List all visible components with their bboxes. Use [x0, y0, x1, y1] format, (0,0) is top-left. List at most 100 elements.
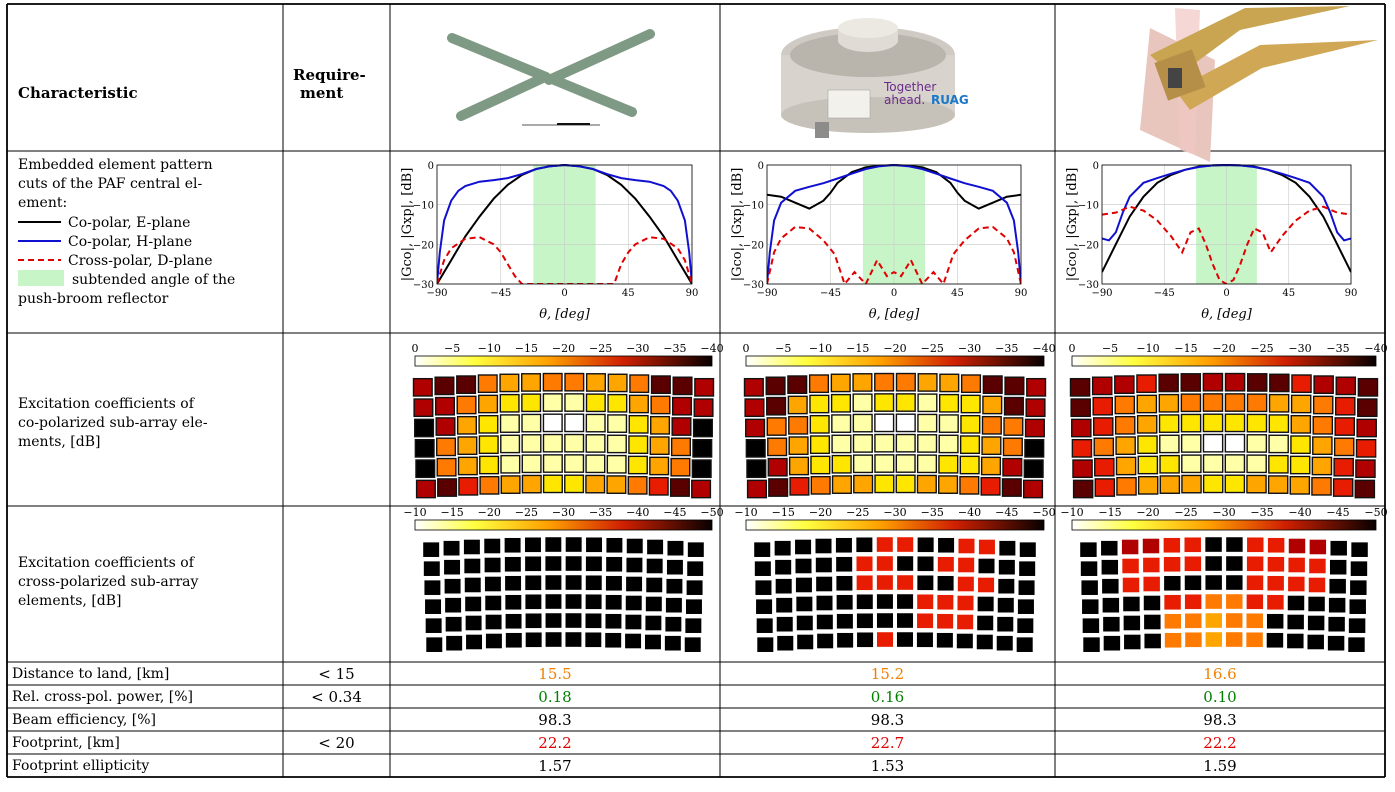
excitation-cell	[775, 634, 795, 652]
excitation-cell	[672, 376, 693, 396]
metric-requirement: < 20	[318, 734, 354, 752]
ruag-tagline-1: Together	[883, 80, 936, 94]
excitation-cell	[1122, 614, 1142, 632]
excitation-cell	[1244, 631, 1265, 649]
x-tick-label: 0	[891, 288, 897, 299]
excitation-cell	[874, 372, 895, 392]
xpol-label-line1: Excitation coefficients of	[18, 555, 196, 571]
excitation-cell	[1246, 434, 1268, 453]
excitation-cell	[444, 634, 464, 652]
excitation-cell	[564, 592, 583, 611]
colorbar-tick-label: −35	[589, 506, 612, 519]
excitation-cell	[1121, 576, 1141, 594]
excitation-cell	[564, 630, 583, 649]
excitation-cell	[773, 539, 793, 557]
excitation-cell	[834, 555, 854, 573]
excitation-cell	[810, 455, 831, 475]
metric-requirement: < 0.34	[311, 688, 362, 706]
excitation-cell	[895, 630, 915, 649]
excitation-cell	[1348, 578, 1368, 597]
excitation-cell	[1121, 595, 1142, 613]
excitation-cell	[669, 478, 690, 497]
excitation-cell	[1003, 396, 1024, 416]
excitation-cell	[499, 414, 520, 433]
excitation-cell	[664, 596, 684, 614]
excitation-cell	[543, 535, 563, 554]
excitation-cell	[524, 593, 543, 611]
excitation-cell	[955, 632, 975, 650]
excitation-cell	[1004, 376, 1025, 396]
excitation-cell	[809, 414, 830, 434]
excitation-cell	[523, 574, 543, 592]
excitation-cell	[456, 395, 477, 415]
excitation-cell	[960, 414, 981, 434]
excitation-cell	[464, 633, 484, 651]
excitation-cell	[1355, 438, 1377, 458]
excitation-cell	[1092, 417, 1114, 436]
colorbar-tick-label: −50	[1364, 506, 1387, 519]
excitation-cell	[499, 393, 520, 413]
excitation-cell	[521, 393, 542, 413]
excitation-cell	[671, 396, 693, 416]
excitation-cell	[1329, 539, 1349, 557]
excitation-cell	[1326, 615, 1347, 633]
excitation-cell	[564, 573, 583, 592]
excitation-cell	[915, 593, 935, 611]
legend-text-d-plane: Cross-polar, D-plane	[68, 253, 213, 269]
excitation-cell	[980, 476, 1001, 496]
excitation-cell	[1180, 413, 1202, 433]
excitation-cell	[852, 393, 873, 413]
excitation-cell	[1114, 415, 1136, 435]
series-line-D	[1102, 205, 1351, 284]
excitation-cell	[1202, 393, 1224, 412]
colorbar-tick-label: −50	[700, 506, 723, 519]
colorbar-tick-label: −45	[1326, 506, 1349, 519]
excitation-cell	[814, 575, 834, 593]
excitation-cell	[788, 436, 809, 456]
excitation-cell	[564, 474, 585, 494]
excitation-cell	[1162, 536, 1182, 554]
series-line-D	[437, 236, 692, 284]
plot-frame	[1101, 164, 1352, 285]
excitation-cell	[938, 393, 960, 413]
excitation-cell	[1081, 616, 1101, 635]
colorbar-tick-label: −10	[478, 342, 501, 355]
x-tick-label: −90	[756, 288, 777, 299]
excitation-cell	[938, 475, 959, 494]
excitation-cell	[854, 536, 874, 554]
metric-value: 0.18	[538, 688, 571, 706]
excitation-cell	[1354, 479, 1376, 499]
copol-colorbar-2: 0 −5 −10 −15 −20 −25 −30 −35 −40	[743, 342, 1056, 367]
excitation-cell	[585, 393, 606, 413]
excitation-cell	[1015, 616, 1035, 635]
metric-value: 22.2	[538, 734, 571, 752]
copol-colorbar-1: 0 −5 −10 −15 −20 −25 −30 −35 −40	[412, 342, 724, 367]
excitation-cell	[1202, 474, 1224, 494]
excitation-cell	[875, 573, 895, 592]
excitation-cell	[788, 415, 809, 435]
excitation-cell	[874, 433, 895, 453]
x-tick-label: −90	[426, 288, 447, 299]
excitation-cell	[917, 393, 938, 413]
excitation-cell	[831, 454, 852, 474]
excitation-cell	[752, 540, 772, 559]
excitation-cell	[1326, 634, 1346, 652]
excitation-cell	[423, 597, 443, 616]
colorbar-tick-label: −35	[1326, 342, 1349, 355]
excitation-cell	[895, 372, 916, 392]
x-tick-label: −45	[490, 288, 511, 299]
excitation-cell	[874, 413, 895, 433]
excitation-cell	[628, 394, 649, 414]
excitation-cell	[916, 555, 935, 573]
y-tick-label: −30	[1078, 280, 1099, 291]
y-tick-label: −30	[413, 280, 434, 291]
excitation-cell	[1162, 574, 1182, 592]
excitation-cell	[500, 434, 521, 454]
metric-value: 15.2	[871, 665, 904, 683]
colorbar-tick-label: −25	[921, 342, 944, 355]
excitation-cell	[1163, 631, 1183, 649]
excitation-cell	[1115, 456, 1137, 476]
excitation-cell	[1349, 540, 1370, 559]
excitation-cell	[1183, 536, 1203, 554]
excitation-cell	[1158, 414, 1180, 433]
